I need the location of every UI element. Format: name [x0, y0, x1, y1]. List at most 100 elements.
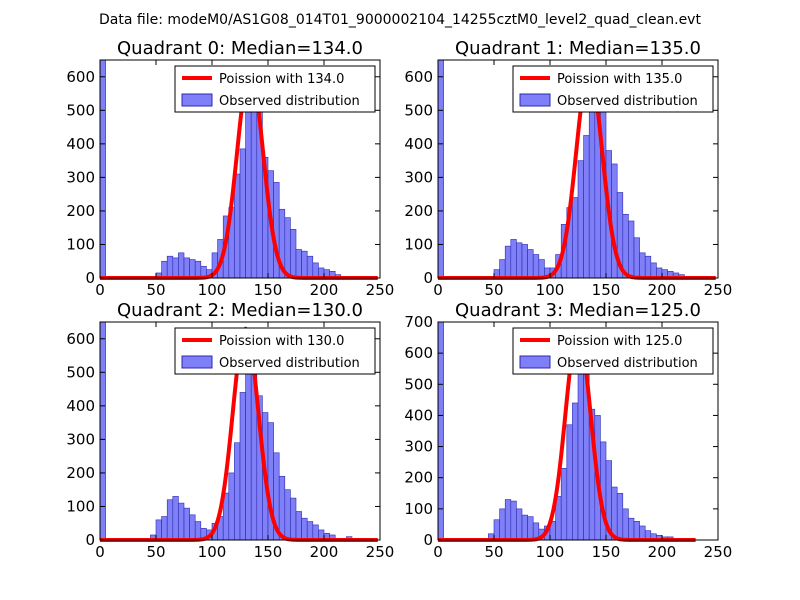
- quadrant-1-legend: Poission with 135.0 Observed distributio…: [512, 65, 714, 113]
- y-tick-label: 400: [404, 135, 433, 153]
- histogram-bar: [499, 259, 506, 279]
- quadrant-0-legend: Poission with 134.0 Observed distributio…: [174, 65, 376, 113]
- histogram-bar: [161, 516, 168, 541]
- quadrant-3-legend: Poission with 125.0 Observed distributio…: [512, 327, 714, 375]
- quadrant-3-axes-frame: [437, 321, 719, 541]
- histogram-bar: [588, 94, 596, 279]
- histogram-bar: [290, 229, 297, 279]
- y-tick-label: 500: [404, 101, 433, 119]
- x-tick-label: 250: [366, 281, 395, 299]
- histogram-bar: [278, 475, 286, 541]
- histogram-bar: [301, 250, 308, 279]
- quadrant-1-panel: Quadrant 1: Median=135.0 0 50 100 150 200 250…: [404, 38, 732, 299]
- x-tick-label: 0: [433, 281, 443, 299]
- quadrant-2-panel: Quadrant 2: Median=130.0 0 50 100 150 200 250…: [66, 300, 394, 561]
- quadrant-3-ticks: 0 50 100 150 200 250 0 100 200 300 400 500 600 700: [404, 313, 732, 561]
- histogram-bar: [172, 496, 179, 541]
- x-tick-label: 50: [146, 281, 165, 299]
- x-tick-label: 50: [484, 281, 503, 299]
- y-tick-label: 200: [404, 469, 433, 487]
- histogram-bar: [572, 402, 579, 541]
- histogram-bar: [306, 521, 314, 541]
- histogram-bar: [437, 321, 444, 541]
- x-tick-label: 250: [704, 543, 733, 561]
- histogram-bar: [155, 519, 162, 541]
- legend-observed-label: Observed distribution: [557, 356, 698, 371]
- y-tick-label: 600: [66, 330, 95, 348]
- legend-poisson-label: Poission with 130.0: [219, 334, 344, 349]
- legend-poisson-label: Poission with 135.0: [557, 72, 682, 87]
- legend-poisson-label: Poission with 134.0: [219, 72, 344, 87]
- histogram-bar: [189, 514, 196, 541]
- histogram-bar: [312, 524, 319, 541]
- quadrant-0-ticks: 0 50 100 150 200 250 0 100 200 300 400 500 600: [66, 60, 394, 299]
- histogram-bar: [301, 517, 308, 541]
- y-tick-label: 300: [66, 168, 95, 186]
- histogram-bar: [516, 242, 523, 279]
- x-tick-label: 250: [366, 543, 395, 561]
- y-tick-label: 400: [66, 397, 95, 415]
- quadrant-3-title: Quadrant 3: Median=125.0: [455, 300, 701, 321]
- histogram-bar: [189, 259, 196, 279]
- histogram-bar: [532, 254, 540, 279]
- y-tick-label: 500: [66, 101, 95, 119]
- histogram-bar: [234, 173, 241, 279]
- x-tick-label: 200: [310, 543, 339, 561]
- legend-poisson-label: Poission with 125.0: [557, 334, 682, 349]
- quadrant-1-ticks: 0 50 100 150 200 250 0 100 200 300 400 500 600: [404, 60, 732, 299]
- histogram-bar: [628, 220, 635, 279]
- legend-observed-swatch: [181, 355, 213, 369]
- histogram-bar: [504, 245, 512, 279]
- quadrant-2-axes-frame: [99, 321, 381, 541]
- y-tick-label: 500: [66, 363, 95, 381]
- histogram-bar: [239, 148, 246, 279]
- quadrant-0-axes-frame: [99, 59, 381, 279]
- legend-observed-swatch: [519, 355, 551, 369]
- y-tick-label: 0: [423, 531, 433, 549]
- y-tick-label: 500: [404, 375, 433, 393]
- y-tick-label: 300: [404, 438, 433, 456]
- histogram-bar: [437, 59, 444, 279]
- x-tick-label: 100: [198, 543, 227, 561]
- histogram-bar: [194, 260, 202, 279]
- histogram-bar: [499, 508, 506, 541]
- histogram-bar: [510, 500, 517, 541]
- histogram-bar: [245, 103, 252, 279]
- histogram-bar: [527, 249, 534, 279]
- histogram-bar: [194, 521, 202, 541]
- histogram-bar: [527, 516, 534, 541]
- histogram-bar: [516, 508, 523, 541]
- histogram-bar: [245, 363, 252, 541]
- histogram-bar: [644, 255, 652, 279]
- x-tick-label: 50: [146, 543, 165, 561]
- x-tick-label: 200: [648, 281, 677, 299]
- histogram-bar: [639, 525, 646, 541]
- histogram-bar: [521, 514, 528, 541]
- x-tick-label: 200: [648, 543, 677, 561]
- histogram-bar: [166, 499, 174, 541]
- x-tick-label: 150: [254, 281, 283, 299]
- x-tick-label: 0: [95, 543, 105, 561]
- y-tick-label: 700: [404, 313, 433, 331]
- y-tick-label: 600: [404, 344, 433, 362]
- histogram-bar: [616, 492, 624, 541]
- x-tick-label: 150: [254, 543, 283, 561]
- histogram-bar: [633, 237, 640, 279]
- histogram-bar: [493, 519, 500, 541]
- histogram-bar: [99, 321, 106, 541]
- histogram-bar: [183, 507, 190, 541]
- y-tick-label: 100: [66, 235, 95, 253]
- histogram-bar: [566, 424, 573, 541]
- legend-observed-swatch: [519, 93, 551, 107]
- quadrant-1-axes-frame: [437, 59, 719, 279]
- y-tick-label: 300: [404, 168, 433, 186]
- histogram-bar: [560, 468, 568, 541]
- histogram-bar: [228, 472, 235, 541]
- x-tick-label: 150: [592, 281, 621, 299]
- y-tick-label: 600: [66, 68, 95, 86]
- histogram-bar: [161, 260, 168, 279]
- histogram-bar: [572, 197, 579, 279]
- y-tick-label: 300: [66, 430, 95, 448]
- y-tick-label: 400: [404, 406, 433, 424]
